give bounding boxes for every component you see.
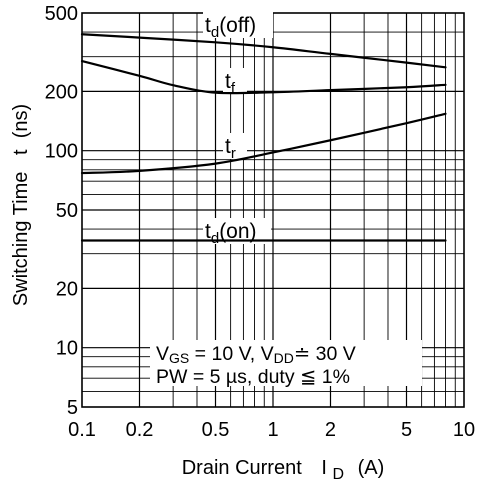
x-tick-label: 0.5 xyxy=(202,419,230,441)
x-tick-labels: 0.1 0.2 0.5 1 2 5 10 xyxy=(68,419,475,441)
x-axis-symbol: I xyxy=(321,457,327,479)
series-line-tdoff xyxy=(80,33,447,69)
x-axis-unit: (A) xyxy=(358,457,385,479)
x-tick-label: 2 xyxy=(325,419,336,441)
y-axis-title: Switching Time t (ns) xyxy=(10,104,32,306)
y-tick-label: 500 xyxy=(45,3,78,25)
y-tick-labels: 5 10 20 50 100 200 500 xyxy=(45,3,78,419)
y-tick-label: 5 xyxy=(67,397,78,419)
x-tick-label: 5 xyxy=(401,419,412,441)
conditions-line-2: PW = 5 µs, duty ≦ 1% xyxy=(156,366,350,388)
series-label-tf: tf xyxy=(225,70,236,97)
y-tick-label: 100 xyxy=(45,141,78,163)
y-tick-label: 10 xyxy=(56,338,78,360)
x-tick-label: 10 xyxy=(453,419,475,441)
series-layer xyxy=(80,33,447,242)
x-axis-subscript: D xyxy=(332,466,344,483)
y-tick-label: 200 xyxy=(45,81,78,103)
x-axis-title: Drain Current I D (A) xyxy=(182,457,385,483)
series-label-tr: tr xyxy=(225,135,236,162)
series-labels: td(off) tf tr td(on) xyxy=(205,14,257,247)
conditions-line-1: VGS = 10 V, VDD≐ 30 V xyxy=(156,343,356,366)
series-line-tr xyxy=(80,112,447,175)
series-label-tdoff: td(off) xyxy=(205,14,256,41)
x-tick-label: 1 xyxy=(267,419,278,441)
y-tick-label: 50 xyxy=(56,200,78,222)
x-tick-label: 0.2 xyxy=(126,419,154,441)
conditions-mask xyxy=(150,340,422,386)
series-label-mask xyxy=(203,12,273,38)
y-tick-label: 20 xyxy=(56,278,78,300)
series-line-tf xyxy=(80,59,447,95)
series-label-mask xyxy=(223,133,247,159)
series-label-tdon: td(on) xyxy=(205,220,257,247)
series-label-mask xyxy=(223,68,247,94)
x-tick-label: 0.1 xyxy=(68,419,96,441)
x-axis-label: Drain Current xyxy=(182,457,302,479)
